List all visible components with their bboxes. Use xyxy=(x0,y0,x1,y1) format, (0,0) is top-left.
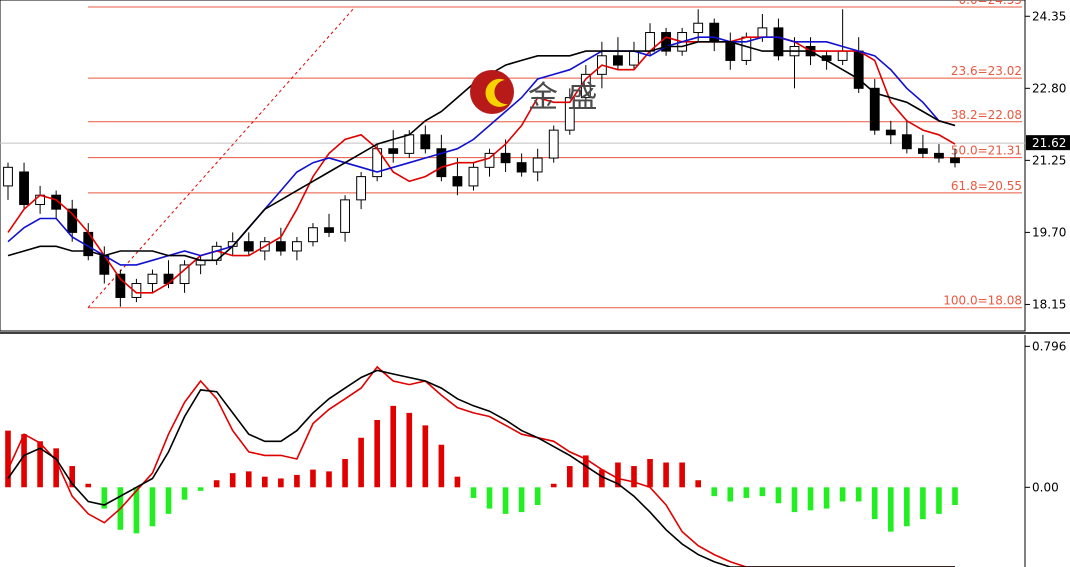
fib-trend-line xyxy=(87,6,356,309)
candle-body xyxy=(725,41,736,61)
candle-body xyxy=(869,87,880,131)
price-axis-tick-label: 19.70 xyxy=(1032,225,1066,239)
moving-average-line xyxy=(7,36,956,294)
fib-level-label: 100.0=18.08 xyxy=(943,294,1022,308)
fib-level-label: 23.6=23.02 xyxy=(951,64,1022,78)
candle-body xyxy=(275,241,286,252)
macd-axis-tick-label: 0.00 xyxy=(1032,480,1059,494)
candle-body xyxy=(163,273,174,285)
candle-body xyxy=(436,148,447,178)
candle-body xyxy=(452,176,463,187)
macd-axis-tick-label: 0.796 xyxy=(1032,339,1066,353)
candle-body xyxy=(356,176,367,201)
price-panel-frame xyxy=(0,0,1026,332)
candle-body xyxy=(67,208,78,233)
candle-body xyxy=(548,129,559,159)
candle-body xyxy=(516,162,527,173)
logo-swoosh-icon xyxy=(485,78,508,107)
candle-body xyxy=(629,50,639,66)
candle-body xyxy=(917,148,928,154)
candle-body xyxy=(532,157,543,173)
macd-signal-line xyxy=(7,369,955,567)
candle-body xyxy=(564,97,575,131)
candle-body xyxy=(500,152,511,164)
candle-body xyxy=(340,199,350,233)
candle-body xyxy=(934,152,944,159)
candle-body xyxy=(243,241,254,252)
candle-body xyxy=(388,148,399,154)
candle-body xyxy=(484,152,495,168)
candle-body xyxy=(837,50,848,61)
candle-body xyxy=(404,134,415,154)
candle-body xyxy=(773,27,784,57)
price-axis-tick-label: 18.15 xyxy=(1032,297,1066,311)
price-axis-tick-label: 24.35 xyxy=(1032,9,1066,23)
price-axis-tick-label: 21.25 xyxy=(1032,153,1066,167)
candle-body xyxy=(613,55,623,66)
fib-level-label: 38.2=22.08 xyxy=(951,108,1022,122)
candle-body xyxy=(99,255,110,275)
macd-signal-line xyxy=(7,365,955,567)
price-axis-tick-label: 22.80 xyxy=(1032,81,1066,95)
candle-body xyxy=(308,227,318,243)
candle-body xyxy=(324,227,334,233)
macd-panel: 0.796 0.00 xyxy=(0,332,1070,567)
candle-body xyxy=(51,194,62,210)
candle-body xyxy=(468,166,479,187)
candle-body xyxy=(709,22,720,43)
fib-level-label: 0.0=24.55 xyxy=(959,0,1023,7)
candle-body xyxy=(693,22,704,34)
candle-body xyxy=(19,171,29,206)
moving-average-line xyxy=(7,36,956,266)
candle-body xyxy=(131,283,142,298)
logo-text: 金 盛 xyxy=(528,80,598,115)
candle-body xyxy=(292,241,302,252)
candle-body xyxy=(885,129,896,136)
candle-body xyxy=(757,27,768,38)
fib-level-label: 61.8=20.55 xyxy=(951,179,1022,193)
candle-body xyxy=(3,166,13,187)
current-price-label: 21.62 xyxy=(1032,136,1066,150)
current-price-badge xyxy=(1026,135,1070,151)
candle-body xyxy=(950,157,960,164)
candle-body xyxy=(420,134,431,150)
logo-overlay: 金 盛 xyxy=(470,70,598,115)
fib-level-label: 50.0=21.31 xyxy=(951,144,1022,158)
candle-body xyxy=(147,273,158,285)
candle-body xyxy=(115,273,126,298)
price-panel: 0.0=24.55 23.6=23.02 38.2=22.08 50.0=21.31 6… xyxy=(0,0,1070,332)
candle-body xyxy=(901,134,912,150)
